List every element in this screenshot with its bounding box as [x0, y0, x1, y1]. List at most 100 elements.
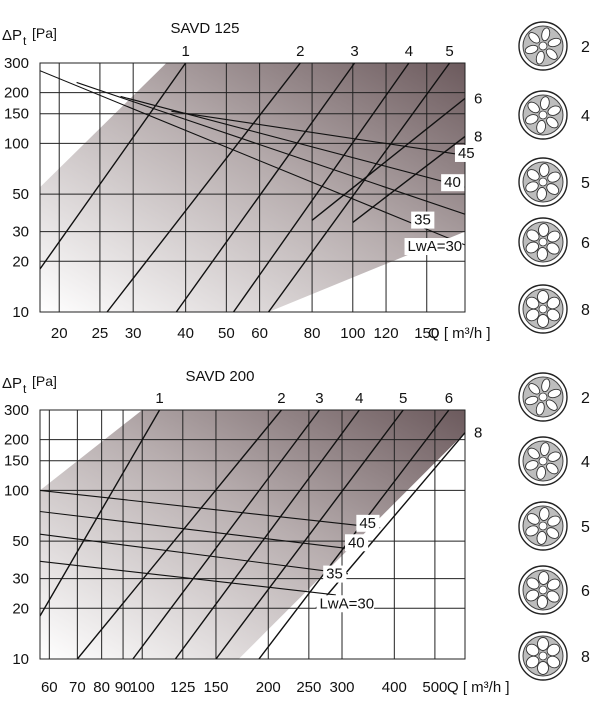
damper-icon-column: 2 4 5 6 8: [518, 21, 590, 334]
damper-setting-label: 4: [581, 454, 590, 471]
setting-line-5: [215, 410, 404, 659]
damper-setting-6-icon: [518, 565, 568, 615]
sound-line: [76, 81, 465, 215]
y-axis-unit: [Pa]: [32, 25, 57, 41]
damper-setting-5-icon: [518, 501, 568, 551]
x-axis-label: Q [ m³/h ]: [428, 325, 491, 342]
sound-label-bg: [344, 534, 369, 552]
y-tick-label: 20: [12, 600, 29, 617]
y-axis-label: ΔP: [2, 375, 22, 392]
chart-1: 1 2 3 4 568LwA=30354045102030501001502003002…: [2, 20, 491, 342]
setting-label-2: 2: [296, 43, 304, 60]
x-tick-label: 120: [374, 325, 399, 342]
setting-line-8: [352, 135, 465, 223]
y-axis-label: ΔP: [2, 27, 22, 44]
sound-label: 45: [458, 145, 475, 162]
damper-setting-4-icon: [518, 436, 568, 486]
setting-line-1: [40, 410, 161, 617]
setting-line-4: [232, 63, 410, 312]
damper-setting-5-icon: [518, 157, 568, 207]
chart-title: SAVD 125: [171, 20, 240, 37]
y-tick-label: 150: [4, 453, 29, 470]
setting-label-1: 1: [181, 43, 189, 60]
sound-line: [40, 560, 336, 596]
x-tick-label: 40: [177, 325, 194, 342]
sound-line: [40, 489, 381, 529]
setting-line-3: [175, 63, 356, 312]
y-tick-label: 20: [12, 253, 29, 270]
x-tick-label: 80: [304, 325, 321, 342]
damper-setting-label: 4: [581, 108, 590, 125]
damper-setting-label: 6: [581, 235, 590, 252]
y-axis-label-sub: t: [23, 34, 27, 48]
x-tick-label: 125: [170, 679, 195, 696]
sound-label-bg: [454, 144, 479, 162]
damper-setting-2-icon: [518, 372, 568, 422]
damper-icon-column: 2 4 5 6 8: [518, 372, 590, 681]
sound-label-bg: [316, 595, 375, 613]
y-tick-label: 100: [4, 135, 29, 152]
x-tick-label: 150: [414, 325, 439, 342]
sound-label-bg: [356, 514, 380, 532]
damper-setting-8-icon: [518, 631, 568, 681]
y-tick-label: 300: [4, 55, 29, 72]
x-axis-label: Q [ m³/h ]: [447, 679, 510, 696]
x-tick-label: 100: [130, 679, 155, 696]
sound-label: 45: [359, 515, 376, 532]
damper-setting-label: 2: [581, 39, 590, 56]
setting-line-6: [311, 97, 465, 221]
setting-line-5: [267, 63, 451, 312]
x-tick-label: 80: [93, 679, 110, 696]
x-tick-label: 250: [296, 679, 321, 696]
sound-label: 35: [414, 212, 431, 229]
y-tick-label: 200: [4, 85, 29, 102]
x-tick-label: 150: [203, 679, 228, 696]
setting-label-5: 5: [445, 43, 453, 60]
plot-frame: [39, 62, 466, 313]
y-tick-label: 300: [4, 402, 29, 419]
sound-label-bg: [441, 174, 465, 192]
y-tick-label: 50: [12, 186, 29, 203]
setting-label-3: 3: [315, 390, 323, 407]
setting-label-1: 1: [155, 390, 163, 407]
setting-line-1: [40, 63, 187, 270]
sound-label-bg: [404, 238, 463, 256]
damper-setting-label: 8: [581, 649, 590, 666]
sound-line: [120, 95, 465, 188]
x-tick-label: 70: [69, 679, 86, 696]
x-tick-label: 30: [125, 325, 142, 342]
y-tick-label: 30: [12, 571, 29, 588]
setting-label-6: 6: [474, 90, 482, 107]
x-tick-label: 500: [422, 679, 447, 696]
x-tick-label: 60: [251, 325, 268, 342]
setting-label-6: 6: [445, 390, 453, 407]
x-tick-label: 90: [115, 679, 132, 696]
damper-setting-label: 2: [581, 390, 590, 407]
damper-setting-label: 5: [581, 519, 590, 536]
sound-line: [40, 70, 465, 246]
operating-area: [40, 63, 465, 312]
operating-area: [40, 410, 465, 659]
damper-setting-8-icon: [518, 284, 568, 334]
chart-2: 1 2 3 4 5 68LwA=30354045102030501001502003006…: [2, 368, 510, 696]
sound-label-bg: [411, 211, 435, 229]
sound-label: LwA=30: [319, 595, 374, 612]
sound-label: 35: [326, 566, 343, 583]
setting-label-4: 4: [405, 43, 413, 60]
setting-label-3: 3: [350, 43, 358, 60]
x-tick-label: 200: [256, 679, 281, 696]
x-tick-label: 20: [51, 325, 68, 342]
y-tick-label: 100: [4, 482, 29, 499]
x-tick-label: 50: [218, 325, 235, 342]
y-tick-label: 10: [12, 651, 29, 668]
sound-label: 40: [348, 534, 365, 551]
x-tick-label: 400: [382, 679, 407, 696]
sound-line: [40, 533, 349, 575]
y-tick-label: 30: [12, 224, 29, 241]
setting-label-4: 4: [355, 390, 363, 407]
setting-label-5: 5: [399, 390, 407, 407]
y-tick-label: 50: [12, 533, 29, 550]
y-tick-label: 200: [4, 432, 29, 449]
sound-line: [171, 110, 465, 156]
